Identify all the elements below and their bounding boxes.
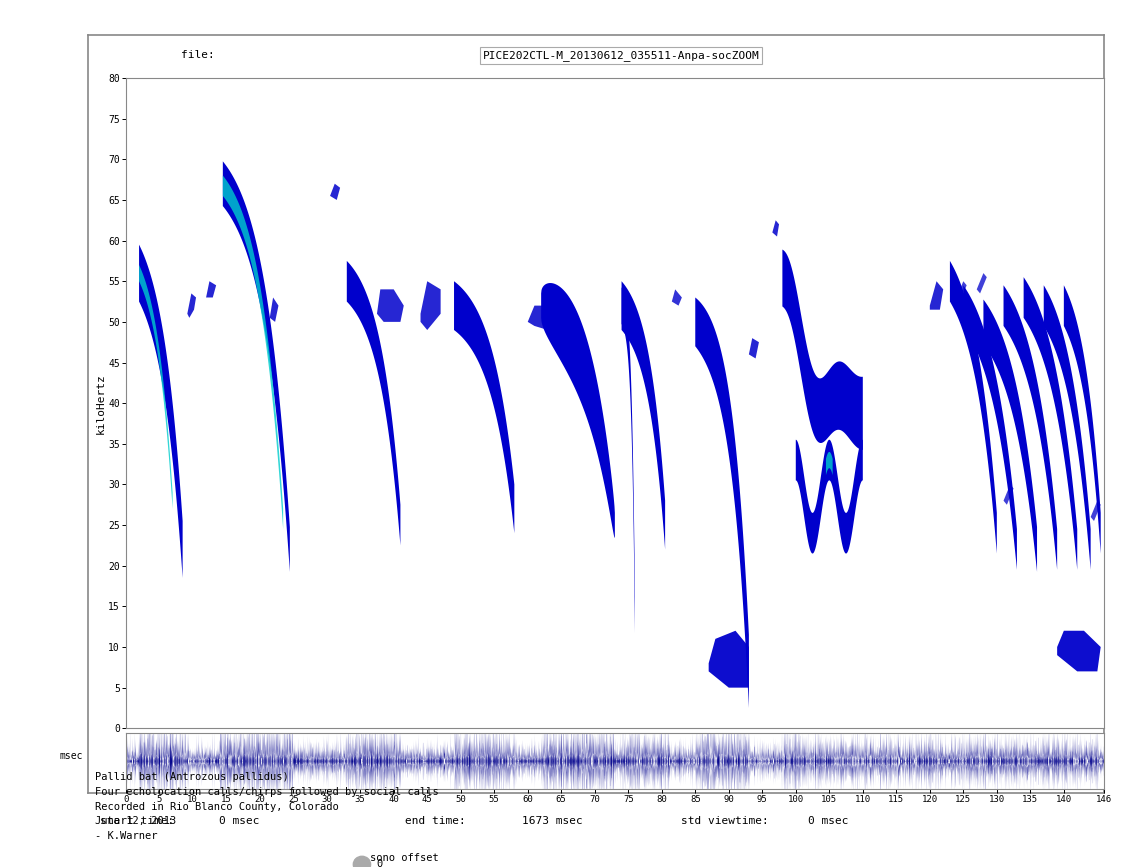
Polygon shape <box>772 220 779 237</box>
Text: 0: 0 <box>376 859 383 867</box>
Polygon shape <box>957 281 967 302</box>
Text: 0 msec: 0 msec <box>808 816 848 826</box>
Polygon shape <box>541 283 615 538</box>
Polygon shape <box>1043 285 1091 570</box>
Polygon shape <box>139 244 183 578</box>
Polygon shape <box>1003 485 1013 505</box>
Polygon shape <box>454 281 514 533</box>
Polygon shape <box>1003 285 1057 570</box>
Polygon shape <box>347 261 401 545</box>
Text: sono offset: sono offset <box>369 852 439 863</box>
Polygon shape <box>527 305 554 330</box>
Text: Pallid bat (Antrozous pallidus)
Four echolocation calls/chirps followed by socia: Pallid bat (Antrozous pallidus) Four ech… <box>95 772 439 841</box>
Polygon shape <box>622 281 665 550</box>
Polygon shape <box>330 184 340 200</box>
Polygon shape <box>983 299 1037 572</box>
Text: file:: file: <box>181 50 214 61</box>
Text: 0 msec: 0 msec <box>219 816 259 826</box>
Text: std viewtime:: std viewtime: <box>681 816 769 826</box>
Polygon shape <box>672 290 682 305</box>
Polygon shape <box>269 297 278 322</box>
Polygon shape <box>696 297 748 708</box>
Text: start time:: start time: <box>100 816 174 826</box>
Ellipse shape <box>353 857 370 867</box>
Polygon shape <box>1091 500 1101 521</box>
Polygon shape <box>1023 277 1077 570</box>
Polygon shape <box>950 261 996 553</box>
Polygon shape <box>622 287 635 633</box>
Text: end time:: end time: <box>405 816 466 826</box>
Polygon shape <box>826 452 833 475</box>
Y-axis label: kiloHertz: kiloHertz <box>95 373 105 434</box>
Polygon shape <box>782 250 863 450</box>
Polygon shape <box>964 285 1017 570</box>
Polygon shape <box>139 265 173 509</box>
Text: 1673 msec: 1673 msec <box>522 816 582 826</box>
Polygon shape <box>930 281 944 310</box>
Polygon shape <box>709 631 748 688</box>
Text: msec: msec <box>59 752 83 761</box>
Polygon shape <box>223 161 289 572</box>
Polygon shape <box>795 440 863 553</box>
Polygon shape <box>748 338 758 358</box>
Polygon shape <box>977 273 986 293</box>
Polygon shape <box>377 290 404 322</box>
Polygon shape <box>223 175 283 529</box>
Text: PICE202CTL-M_20130612_035511-Anpa-socZOOM: PICE202CTL-M_20130612_035511-Anpa-socZOO… <box>482 50 760 61</box>
Polygon shape <box>1064 285 1101 553</box>
Polygon shape <box>421 281 441 330</box>
Polygon shape <box>187 293 196 318</box>
Polygon shape <box>206 281 217 297</box>
Polygon shape <box>1057 631 1101 671</box>
